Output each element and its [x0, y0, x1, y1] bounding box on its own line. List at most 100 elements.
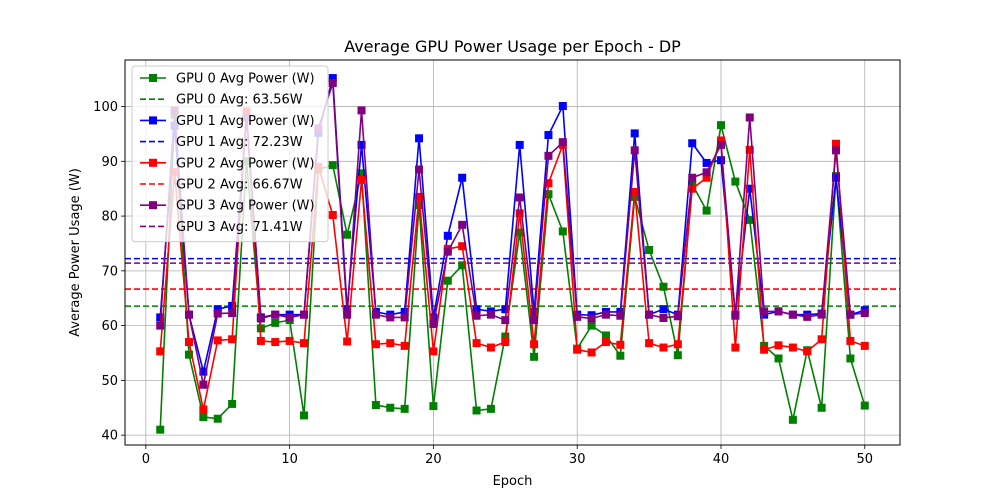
legend-label: GPU 0 Avg Power (W)	[176, 72, 315, 87]
legend-label: GPU 1 Avg Power (W)	[176, 114, 315, 129]
data-point	[415, 134, 424, 143]
data-point	[386, 339, 395, 348]
data-point	[659, 343, 668, 352]
data-point	[846, 310, 855, 319]
data-point	[300, 411, 309, 420]
data-point	[774, 341, 783, 350]
x-tick-label: 20	[425, 452, 442, 467]
data-point	[587, 314, 596, 323]
data-point	[415, 165, 424, 174]
data-point	[458, 173, 467, 182]
data-point	[443, 276, 452, 285]
data-point	[156, 425, 165, 434]
data-point	[458, 220, 467, 229]
legend-marker	[149, 201, 157, 210]
data-point	[659, 282, 668, 291]
data-point	[228, 309, 237, 318]
data-point	[817, 403, 826, 412]
y-tick-label: 60	[101, 319, 118, 334]
data-point	[573, 312, 582, 321]
data-point	[256, 314, 265, 323]
x-tick-label: 40	[713, 452, 730, 467]
data-point	[213, 336, 222, 345]
data-point	[673, 312, 682, 321]
y-tick-label: 100	[93, 100, 118, 115]
data-point	[745, 215, 754, 224]
data-point	[472, 311, 481, 320]
data-point	[184, 338, 193, 347]
data-point	[228, 399, 237, 408]
data-point	[486, 343, 495, 352]
chart-title: Average GPU Power Usage per Epoch - DP	[344, 37, 681, 56]
data-point	[716, 121, 725, 130]
legend-label: GPU 3 Avg: 71.41W	[176, 220, 303, 235]
data-point	[702, 168, 711, 177]
data-point	[371, 340, 380, 349]
data-point	[357, 106, 366, 115]
data-point	[616, 351, 625, 360]
data-point	[817, 335, 826, 344]
data-point	[846, 354, 855, 363]
data-point	[745, 184, 754, 193]
data-point	[846, 336, 855, 345]
data-point	[515, 209, 524, 218]
data-point	[386, 403, 395, 412]
data-point	[760, 345, 769, 354]
data-point	[328, 79, 337, 88]
x-tick-label: 10	[281, 452, 298, 467]
data-point	[357, 175, 366, 184]
legend-entry: GPU 3 Avg Power (W)	[140, 199, 315, 214]
data-point	[213, 309, 222, 318]
data-point	[400, 404, 409, 413]
data-point	[328, 74, 337, 83]
data-point	[515, 228, 524, 237]
data-point	[616, 340, 625, 349]
series-gpu-3	[156, 79, 869, 389]
data-point	[587, 348, 596, 357]
data-point	[630, 187, 639, 196]
data-point	[716, 156, 725, 165]
data-point	[832, 139, 841, 148]
data-point	[472, 339, 481, 348]
data-point	[860, 309, 869, 318]
data-point	[415, 192, 424, 201]
data-point	[213, 305, 222, 314]
data-point	[601, 338, 610, 347]
data-point	[429, 402, 438, 411]
y-tick-label: 90	[101, 155, 118, 170]
data-point	[673, 351, 682, 360]
legend-marker	[149, 74, 157, 82]
series-gpu-2	[156, 107, 869, 414]
data-point	[731, 343, 740, 352]
data-point	[501, 338, 510, 347]
data-point	[371, 401, 380, 410]
data-point	[688, 173, 697, 182]
legend-entry: GPU 0 Avg: 63.56W	[140, 93, 303, 108]
data-point	[501, 316, 510, 325]
data-point	[702, 158, 711, 167]
data-point	[443, 231, 452, 240]
data-point	[184, 350, 193, 359]
data-point	[645, 246, 654, 255]
y-tick-label: 50	[101, 374, 118, 389]
axis-ticks: 0 10 20 30 40 50 40 50 60 70 80 90 100	[93, 100, 873, 467]
data-point	[832, 146, 841, 155]
data-point	[285, 336, 294, 345]
data-point	[832, 173, 841, 182]
data-point	[343, 230, 352, 239]
data-point	[271, 318, 280, 327]
y-axis-label: Average Power Usage (W)	[68, 168, 83, 337]
data-point	[544, 190, 553, 199]
data-point	[386, 313, 395, 322]
data-point	[458, 242, 467, 251]
x-tick-label: 50	[856, 452, 873, 467]
data-point	[285, 313, 294, 322]
data-point	[702, 173, 711, 182]
data-point	[300, 339, 309, 348]
data-point	[199, 380, 208, 389]
data-point	[400, 313, 409, 322]
data-point	[486, 404, 495, 413]
plot-frame	[124, 59, 901, 446]
data-point	[199, 405, 208, 414]
